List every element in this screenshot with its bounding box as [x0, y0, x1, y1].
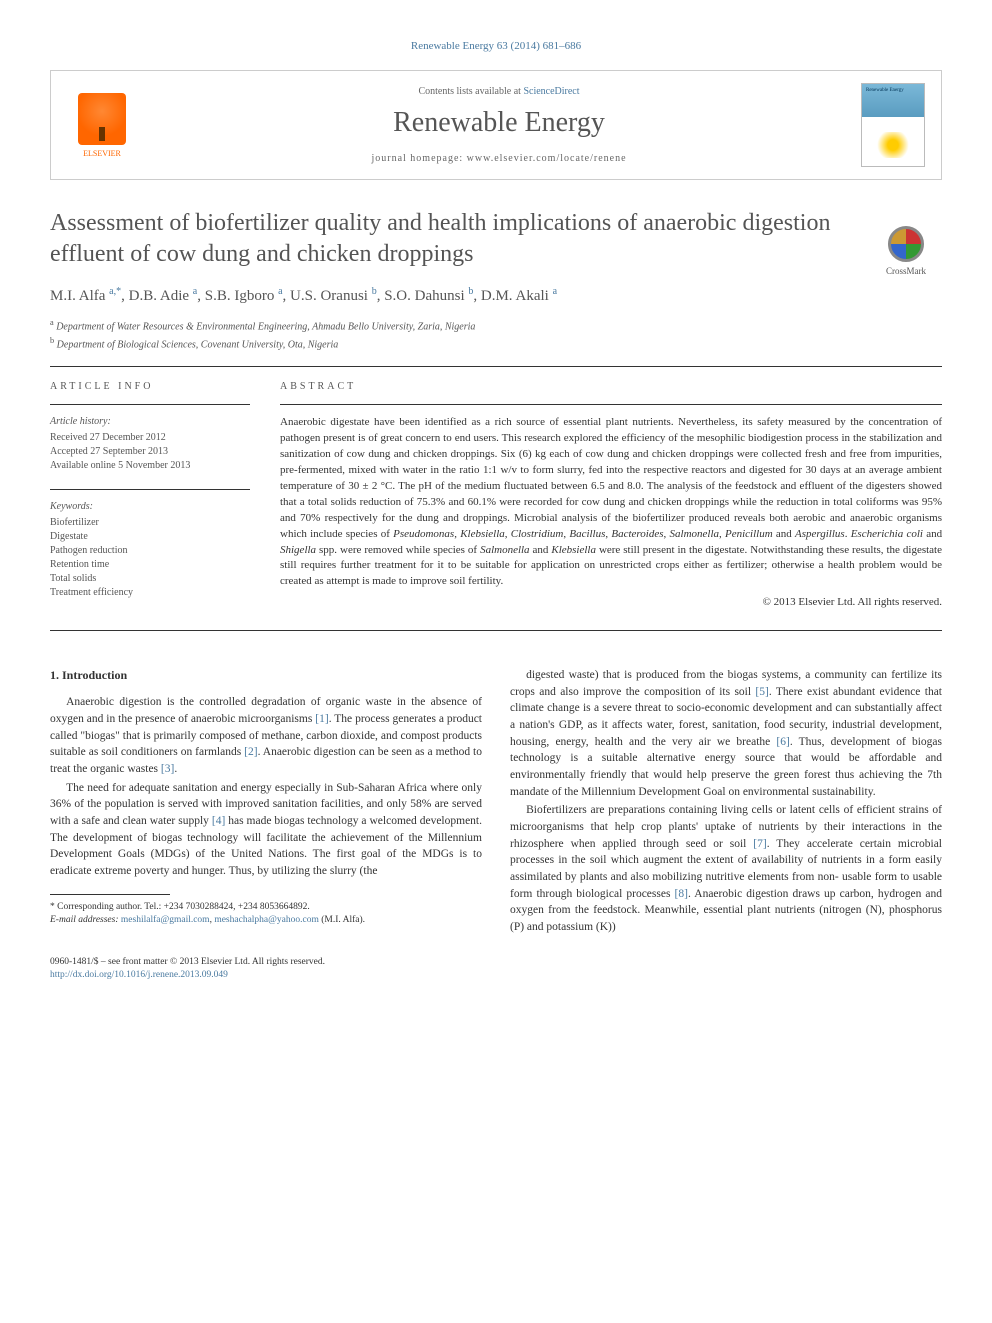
journal-header: ELSEVIER Contents lists available at Sci…	[50, 70, 942, 180]
contents-prefix: Contents lists available at	[418, 86, 523, 97]
divider	[280, 404, 942, 405]
header-center: Contents lists available at ScienceDirec…	[137, 86, 861, 164]
email-link[interactable]: meshilalfa@gmail.com	[121, 915, 210, 925]
body-paragraph: Anaerobic digestion is the controlled de…	[50, 694, 482, 777]
elsevier-tree-icon	[78, 93, 126, 145]
email-line: E-mail addresses: meshilalfa@gmail.com, …	[50, 914, 482, 927]
journal-reference: Renewable Energy 63 (2014) 681–686	[50, 40, 942, 52]
keyword: Biofertilizer	[50, 516, 250, 530]
divider	[50, 366, 942, 367]
elsevier-logo[interactable]: ELSEVIER	[67, 85, 137, 165]
received-date: Received 27 December 2012	[50, 431, 250, 445]
keyword: Retention time	[50, 558, 250, 572]
cover-title: Renewable Energy	[866, 88, 920, 93]
issn-line: 0960-1481/$ – see front matter © 2013 El…	[50, 956, 942, 969]
crossmark-label: CrossMark	[886, 266, 926, 276]
publisher-name: ELSEVIER	[83, 149, 121, 158]
article-info-heading: ARTICLE INFO	[50, 381, 250, 392]
article-body: 1. Introduction Anaerobic digestion is t…	[50, 667, 942, 936]
article-info-column: ARTICLE INFO Article history: Received 2…	[50, 381, 250, 616]
affiliation-a: a Department of Water Resources & Enviro…	[50, 317, 942, 334]
body-paragraph: Biofertilizers are preparations containi…	[510, 802, 942, 935]
history-label: Article history:	[50, 415, 250, 429]
doi-link[interactable]: http://dx.doi.org/10.1016/j.renene.2013.…	[50, 970, 228, 980]
contents-available: Contents lists available at ScienceDirec…	[137, 86, 861, 97]
article-title: Assessment of biofertilizer quality and …	[50, 208, 942, 270]
keywords-block: Keywords: Biofertilizer Digestate Pathog…	[50, 500, 250, 600]
divider	[50, 404, 250, 405]
affiliation-b: b Department of Biological Sciences, Cov…	[50, 335, 942, 352]
info-abstract-row: ARTICLE INFO Article history: Received 2…	[50, 381, 942, 616]
keywords-label: Keywords:	[50, 500, 250, 514]
homepage-prefix: journal homepage:	[371, 153, 466, 164]
keyword: Pathogen reduction	[50, 544, 250, 558]
available-date: Available online 5 November 2013	[50, 459, 250, 473]
body-paragraph: digested waste) that is produced from th…	[510, 667, 942, 800]
sciencedirect-link[interactable]: ScienceDirect	[523, 86, 579, 97]
footnotes: * Corresponding author. Tel.: +234 70302…	[50, 901, 482, 928]
crossmark-badge[interactable]: CrossMark	[870, 226, 942, 276]
journal-homepage: journal homepage: www.elsevier.com/locat…	[137, 153, 861, 164]
section-heading: 1. Introduction	[50, 667, 482, 684]
keyword: Treatment efficiency	[50, 586, 250, 600]
corresponding-author: * Corresponding author. Tel.: +234 70302…	[50, 901, 482, 914]
keyword: Digestate	[50, 530, 250, 544]
article-history: Article history: Received 27 December 20…	[50, 415, 250, 473]
body-paragraph: The need for adequate sanitation and ene…	[50, 780, 482, 880]
journal-cover-thumbnail[interactable]: Renewable Energy	[861, 83, 925, 167]
divider	[50, 489, 250, 490]
abstract-column: ABSTRACT Anaerobic digestate have been i…	[280, 381, 942, 616]
homepage-url[interactable]: www.elsevier.com/locate/renene	[467, 153, 627, 164]
abstract-copyright: © 2013 Elsevier Ltd. All rights reserved…	[280, 596, 942, 608]
page-footer: 0960-1481/$ – see front matter © 2013 El…	[50, 956, 942, 983]
divider	[50, 630, 942, 631]
journal-name: Renewable Energy	[137, 107, 861, 139]
keyword: Total solids	[50, 572, 250, 586]
authors-list: M.I. Alfa a,*, D.B. Adie a, S.B. Igboro …	[50, 286, 942, 305]
email-link[interactable]: meshachalpha@yahoo.com	[214, 915, 319, 925]
accepted-date: Accepted 27 September 2013	[50, 445, 250, 459]
crossmark-icon	[888, 226, 924, 262]
abstract-heading: ABSTRACT	[280, 381, 942, 392]
affiliations: a Department of Water Resources & Enviro…	[50, 317, 942, 352]
abstract-text: Anaerobic digestate have been identified…	[280, 415, 942, 590]
footnote-separator	[50, 894, 170, 895]
